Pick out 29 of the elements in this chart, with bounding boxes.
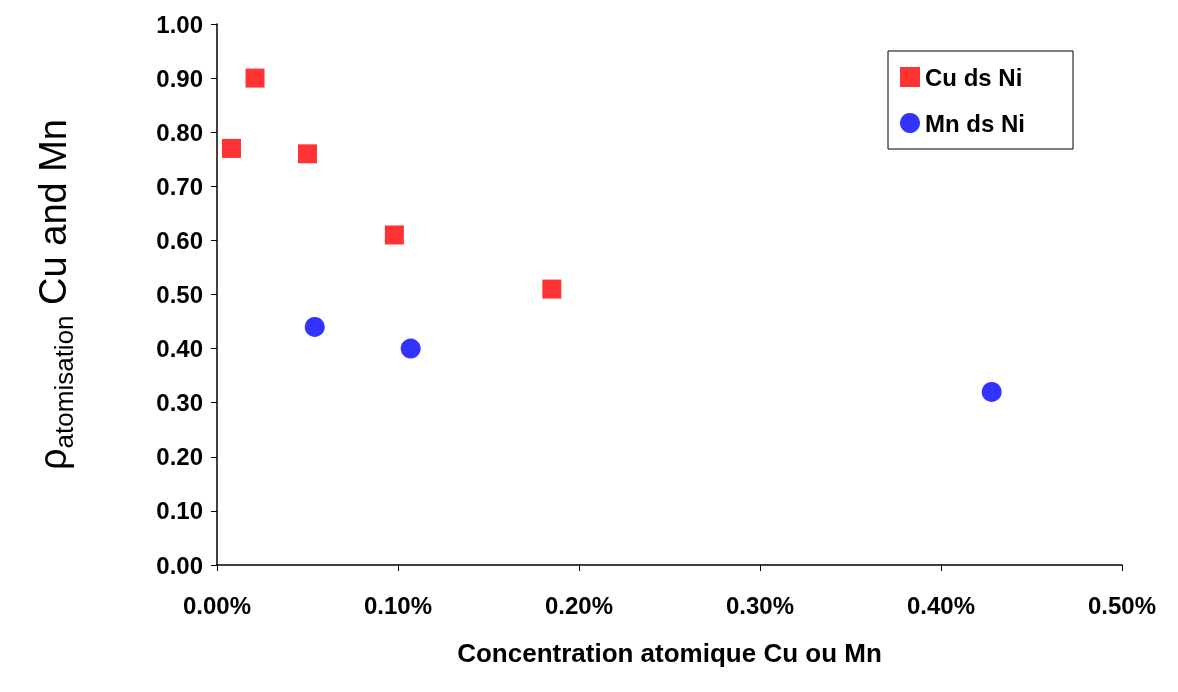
point <box>245 68 265 88</box>
point <box>400 338 421 359</box>
y-tick-label: 0.70 <box>156 172 203 200</box>
legend-label: Mn ds Ni <box>925 109 1025 137</box>
point <box>384 225 404 245</box>
y-tick-label: 0.40 <box>156 335 203 363</box>
x-axis-title: Concentration atomique Cu ou Mn <box>457 638 882 668</box>
y-tick-label: 0.10 <box>156 497 203 525</box>
y-tick-label: 0.80 <box>156 118 203 146</box>
y-tick-label: 0.50 <box>156 281 203 308</box>
point <box>298 144 317 164</box>
y-tick-label: 0.30 <box>156 389 203 417</box>
legend-label: Cu ds Ni <box>925 63 1023 91</box>
x-tick-label: 0.50% <box>1087 591 1157 619</box>
x-tick-label: 0.10% <box>363 591 433 619</box>
x-tick-label: 0.40% <box>906 591 976 619</box>
x-tick-label: 0.20% <box>544 591 614 619</box>
y-tick-label: 1.00 <box>156 10 203 38</box>
point <box>542 279 562 299</box>
y-tick-label: 0.20 <box>156 443 203 471</box>
y-tick-label: 0.00 <box>156 551 203 579</box>
point <box>221 138 241 158</box>
point <box>304 316 325 337</box>
y-tick-label: 0.90 <box>156 64 203 92</box>
y-tick-label: 0.60 <box>156 226 203 254</box>
x-tick-label: 0.00% <box>182 591 252 619</box>
x-tick-label: 0.30% <box>725 591 795 619</box>
y-axis-title: ρatomisation Cu and Mn <box>32 118 79 471</box>
point <box>981 381 1002 402</box>
